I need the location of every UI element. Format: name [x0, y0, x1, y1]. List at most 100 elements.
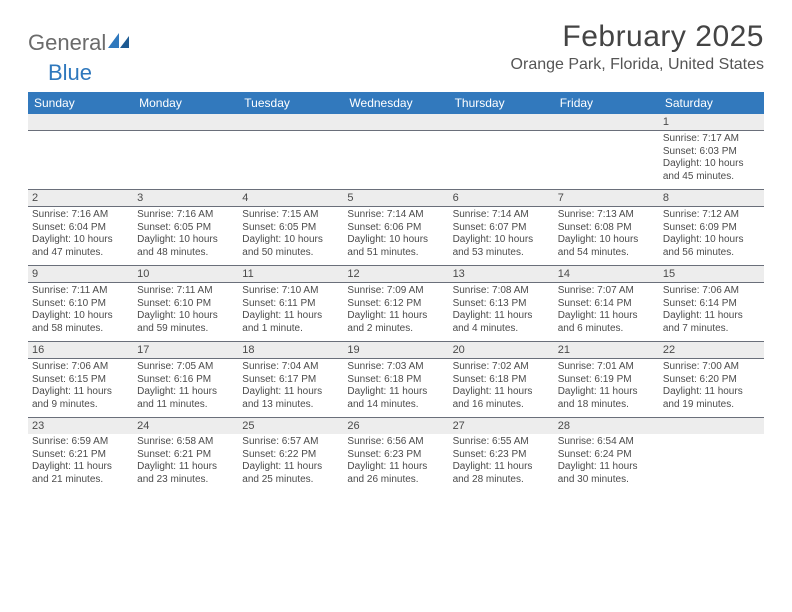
day-detail: Sunrise: 6:56 AMSunset: 6:23 PMDaylight:…	[343, 434, 448, 492]
day-ss: Sunset: 6:10 PM	[32, 298, 129, 311]
day-sr: Sunrise: 7:16 AM	[32, 209, 129, 222]
day-sr: Sunrise: 7:05 AM	[137, 361, 234, 374]
day-detail: Sunrise: 6:58 AMSunset: 6:21 PMDaylight:…	[133, 434, 238, 492]
day-ss: Sunset: 6:16 PM	[137, 374, 234, 387]
day-sr: Sunrise: 7:02 AM	[453, 361, 550, 374]
day-detail	[343, 131, 448, 190]
weekday-header: Monday	[133, 92, 238, 114]
day-detail	[449, 131, 554, 190]
day-number: 14	[554, 266, 659, 283]
day-dl2: and 56 minutes.	[663, 247, 760, 260]
day-detail: Sunrise: 7:16 AMSunset: 6:05 PMDaylight:…	[133, 207, 238, 266]
day-detail: Sunrise: 7:17 AMSunset: 6:03 PMDaylight:…	[659, 131, 764, 190]
day-number: 22	[659, 342, 764, 359]
day-dl2: and 4 minutes.	[453, 323, 550, 336]
day-detail: Sunrise: 7:08 AMSunset: 6:13 PMDaylight:…	[449, 283, 554, 342]
day-detail: Sunrise: 7:14 AMSunset: 6:06 PMDaylight:…	[343, 207, 448, 266]
day-number: 6	[449, 190, 554, 207]
day-sr: Sunrise: 7:11 AM	[137, 285, 234, 298]
title-block: February 2025 Orange Park, Florida, Unit…	[511, 20, 764, 74]
day-sr: Sunrise: 6:55 AM	[453, 436, 550, 449]
day-dl2: and 21 minutes.	[32, 474, 129, 487]
day-number: 7	[554, 190, 659, 207]
day-number: 25	[238, 418, 343, 435]
day-dl1: Daylight: 10 hours	[32, 310, 129, 323]
day-dl1: Daylight: 11 hours	[453, 386, 550, 399]
day-sr: Sunrise: 7:08 AM	[453, 285, 550, 298]
day-number: 26	[343, 418, 448, 435]
week: 232425262728Sunrise: 6:59 AMSunset: 6:21…	[28, 418, 764, 493]
day-number-row: 2345678	[28, 190, 764, 207]
weekday-header: Thursday	[449, 92, 554, 114]
day-ss: Sunset: 6:14 PM	[663, 298, 760, 311]
day-ss: Sunset: 6:23 PM	[453, 449, 550, 462]
day-detail: Sunrise: 7:05 AMSunset: 6:16 PMDaylight:…	[133, 359, 238, 418]
day-dl2: and 19 minutes.	[663, 399, 760, 412]
day-dl2: and 2 minutes.	[347, 323, 444, 336]
day-detail: Sunrise: 7:09 AMSunset: 6:12 PMDaylight:…	[343, 283, 448, 342]
day-number	[238, 114, 343, 131]
day-dl1: Daylight: 10 hours	[242, 234, 339, 247]
day-dl2: and 28 minutes.	[453, 474, 550, 487]
day-number: 24	[133, 418, 238, 435]
day-dl2: and 18 minutes.	[558, 399, 655, 412]
day-dl2: and 25 minutes.	[242, 474, 339, 487]
day-detail: Sunrise: 7:11 AMSunset: 6:10 PMDaylight:…	[28, 283, 133, 342]
day-sr: Sunrise: 7:14 AM	[453, 209, 550, 222]
day-ss: Sunset: 6:12 PM	[347, 298, 444, 311]
day-number: 21	[554, 342, 659, 359]
day-ss: Sunset: 6:07 PM	[453, 222, 550, 235]
day-number: 13	[449, 266, 554, 283]
day-sr: Sunrise: 7:11 AM	[32, 285, 129, 298]
day-ss: Sunset: 6:17 PM	[242, 374, 339, 387]
day-ss: Sunset: 6:10 PM	[137, 298, 234, 311]
day-dl2: and 30 minutes.	[558, 474, 655, 487]
day-detail: Sunrise: 6:59 AMSunset: 6:21 PMDaylight:…	[28, 434, 133, 492]
logo: General	[28, 30, 130, 56]
day-dl2: and 48 minutes.	[137, 247, 234, 260]
week: 1Sunrise: 7:17 AMSunset: 6:03 PMDaylight…	[28, 114, 764, 190]
calendar-table: Sunday Monday Tuesday Wednesday Thursday…	[28, 92, 764, 492]
day-dl1: Daylight: 11 hours	[347, 310, 444, 323]
day-dl1: Daylight: 10 hours	[453, 234, 550, 247]
day-dl1: Daylight: 11 hours	[663, 310, 760, 323]
day-dl1: Daylight: 11 hours	[32, 461, 129, 474]
day-dl2: and 54 minutes.	[558, 247, 655, 260]
day-sr: Sunrise: 7:00 AM	[663, 361, 760, 374]
day-detail: Sunrise: 7:01 AMSunset: 6:19 PMDaylight:…	[554, 359, 659, 418]
day-dl2: and 23 minutes.	[137, 474, 234, 487]
day-detail: Sunrise: 6:57 AMSunset: 6:22 PMDaylight:…	[238, 434, 343, 492]
day-ss: Sunset: 6:06 PM	[347, 222, 444, 235]
day-sr: Sunrise: 7:04 AM	[242, 361, 339, 374]
day-detail: Sunrise: 7:07 AMSunset: 6:14 PMDaylight:…	[554, 283, 659, 342]
day-ss: Sunset: 6:21 PM	[32, 449, 129, 462]
day-number: 15	[659, 266, 764, 283]
day-sr: Sunrise: 7:12 AM	[663, 209, 760, 222]
day-number: 5	[343, 190, 448, 207]
day-detail: Sunrise: 7:13 AMSunset: 6:08 PMDaylight:…	[554, 207, 659, 266]
day-detail: Sunrise: 7:12 AMSunset: 6:09 PMDaylight:…	[659, 207, 764, 266]
month-title: February 2025	[511, 20, 764, 54]
day-detail: Sunrise: 7:03 AMSunset: 6:18 PMDaylight:…	[343, 359, 448, 418]
day-number: 12	[343, 266, 448, 283]
logo-sail-icon	[108, 33, 130, 56]
day-number	[449, 114, 554, 131]
day-number: 11	[238, 266, 343, 283]
day-dl1: Daylight: 11 hours	[453, 310, 550, 323]
day-dl1: Daylight: 11 hours	[137, 461, 234, 474]
day-ss: Sunset: 6:21 PM	[137, 449, 234, 462]
day-dl1: Daylight: 11 hours	[137, 386, 234, 399]
day-ss: Sunset: 6:04 PM	[32, 222, 129, 235]
day-ss: Sunset: 6:23 PM	[347, 449, 444, 462]
day-sr: Sunrise: 7:14 AM	[347, 209, 444, 222]
day-dl1: Daylight: 11 hours	[347, 461, 444, 474]
logo-text-general: General	[28, 30, 106, 56]
day-dl2: and 1 minute.	[242, 323, 339, 336]
day-sr: Sunrise: 7:01 AM	[558, 361, 655, 374]
weekday-header: Tuesday	[238, 92, 343, 114]
day-dl1: Daylight: 10 hours	[558, 234, 655, 247]
day-detail	[659, 434, 764, 492]
day-sr: Sunrise: 7:06 AM	[32, 361, 129, 374]
day-number: 18	[238, 342, 343, 359]
day-detail-row: Sunrise: 7:17 AMSunset: 6:03 PMDaylight:…	[28, 131, 764, 190]
